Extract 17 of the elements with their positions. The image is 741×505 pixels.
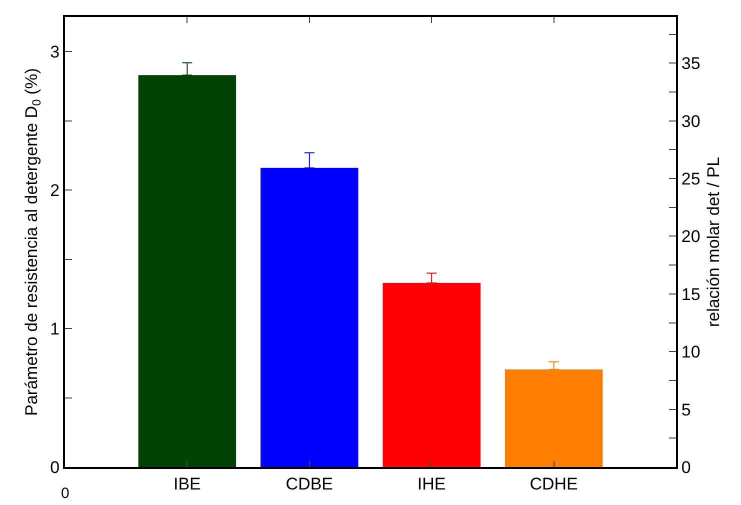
x-tick-label: IBE [173, 474, 201, 494]
y2-tick-label: 5 [681, 400, 691, 420]
y2-tick-label: 20 [681, 227, 700, 246]
y2-tick-label: 15 [681, 284, 700, 304]
y-tick-label: 0 [50, 458, 60, 477]
y-tick-label: 2 [50, 181, 60, 200]
y2-tick-label: 0 [681, 458, 691, 477]
y2-tick-label: 10 [681, 342, 700, 362]
x-tick-label: CDBE [286, 474, 334, 494]
y2-axis-title: relación molar det / PL [704, 156, 724, 328]
y-tick-label: 1 [50, 319, 60, 338]
x-tick-label: CDHE [530, 474, 578, 494]
y2-tick-label: 35 [681, 54, 700, 74]
y2-tick-label: 25 [681, 169, 700, 188]
x-tick-label: IHE [417, 474, 446, 494]
y-tick-label: 3 [50, 42, 60, 62]
y2-tick-label: 30 [681, 112, 700, 131]
